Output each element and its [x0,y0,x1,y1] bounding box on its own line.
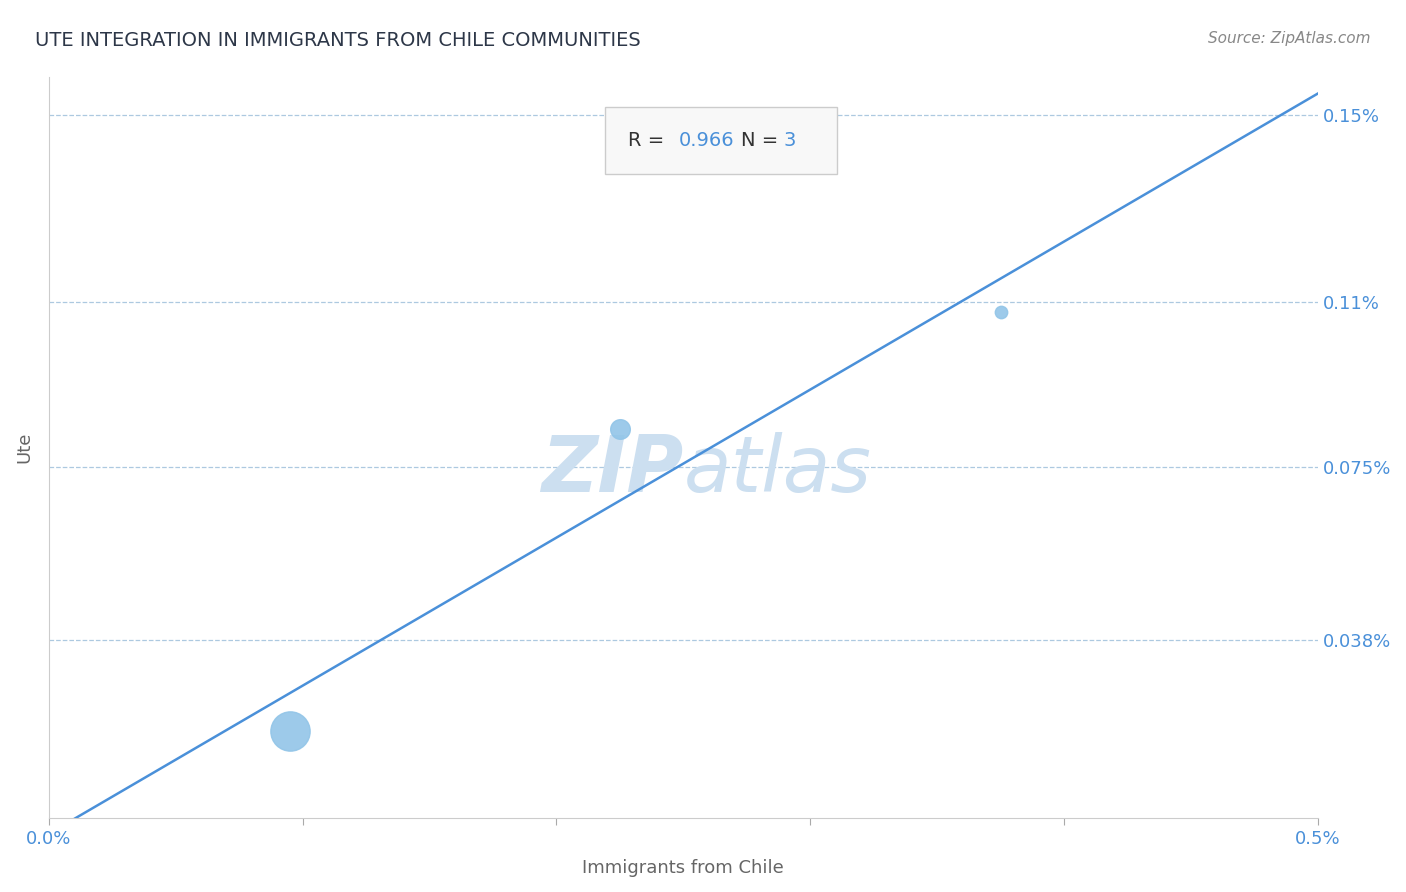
Point [278,724,301,739]
Point [990,305,1012,319]
X-axis label: Immigrants from Chile: Immigrants from Chile [582,859,785,877]
Text: R =: R = [628,131,671,150]
Text: N =: N = [741,131,785,150]
Y-axis label: Ute: Ute [15,432,32,464]
Text: Source: ZipAtlas.com: Source: ZipAtlas.com [1208,31,1371,46]
Text: 0.966: 0.966 [679,131,735,150]
Text: 3: 3 [783,131,796,150]
Point [609,422,631,436]
Text: atlas: atlas [683,432,872,508]
Text: ZIP: ZIP [541,432,683,508]
Text: UTE INTEGRATION IN IMMIGRANTS FROM CHILE COMMUNITIES: UTE INTEGRATION IN IMMIGRANTS FROM CHILE… [35,31,641,50]
